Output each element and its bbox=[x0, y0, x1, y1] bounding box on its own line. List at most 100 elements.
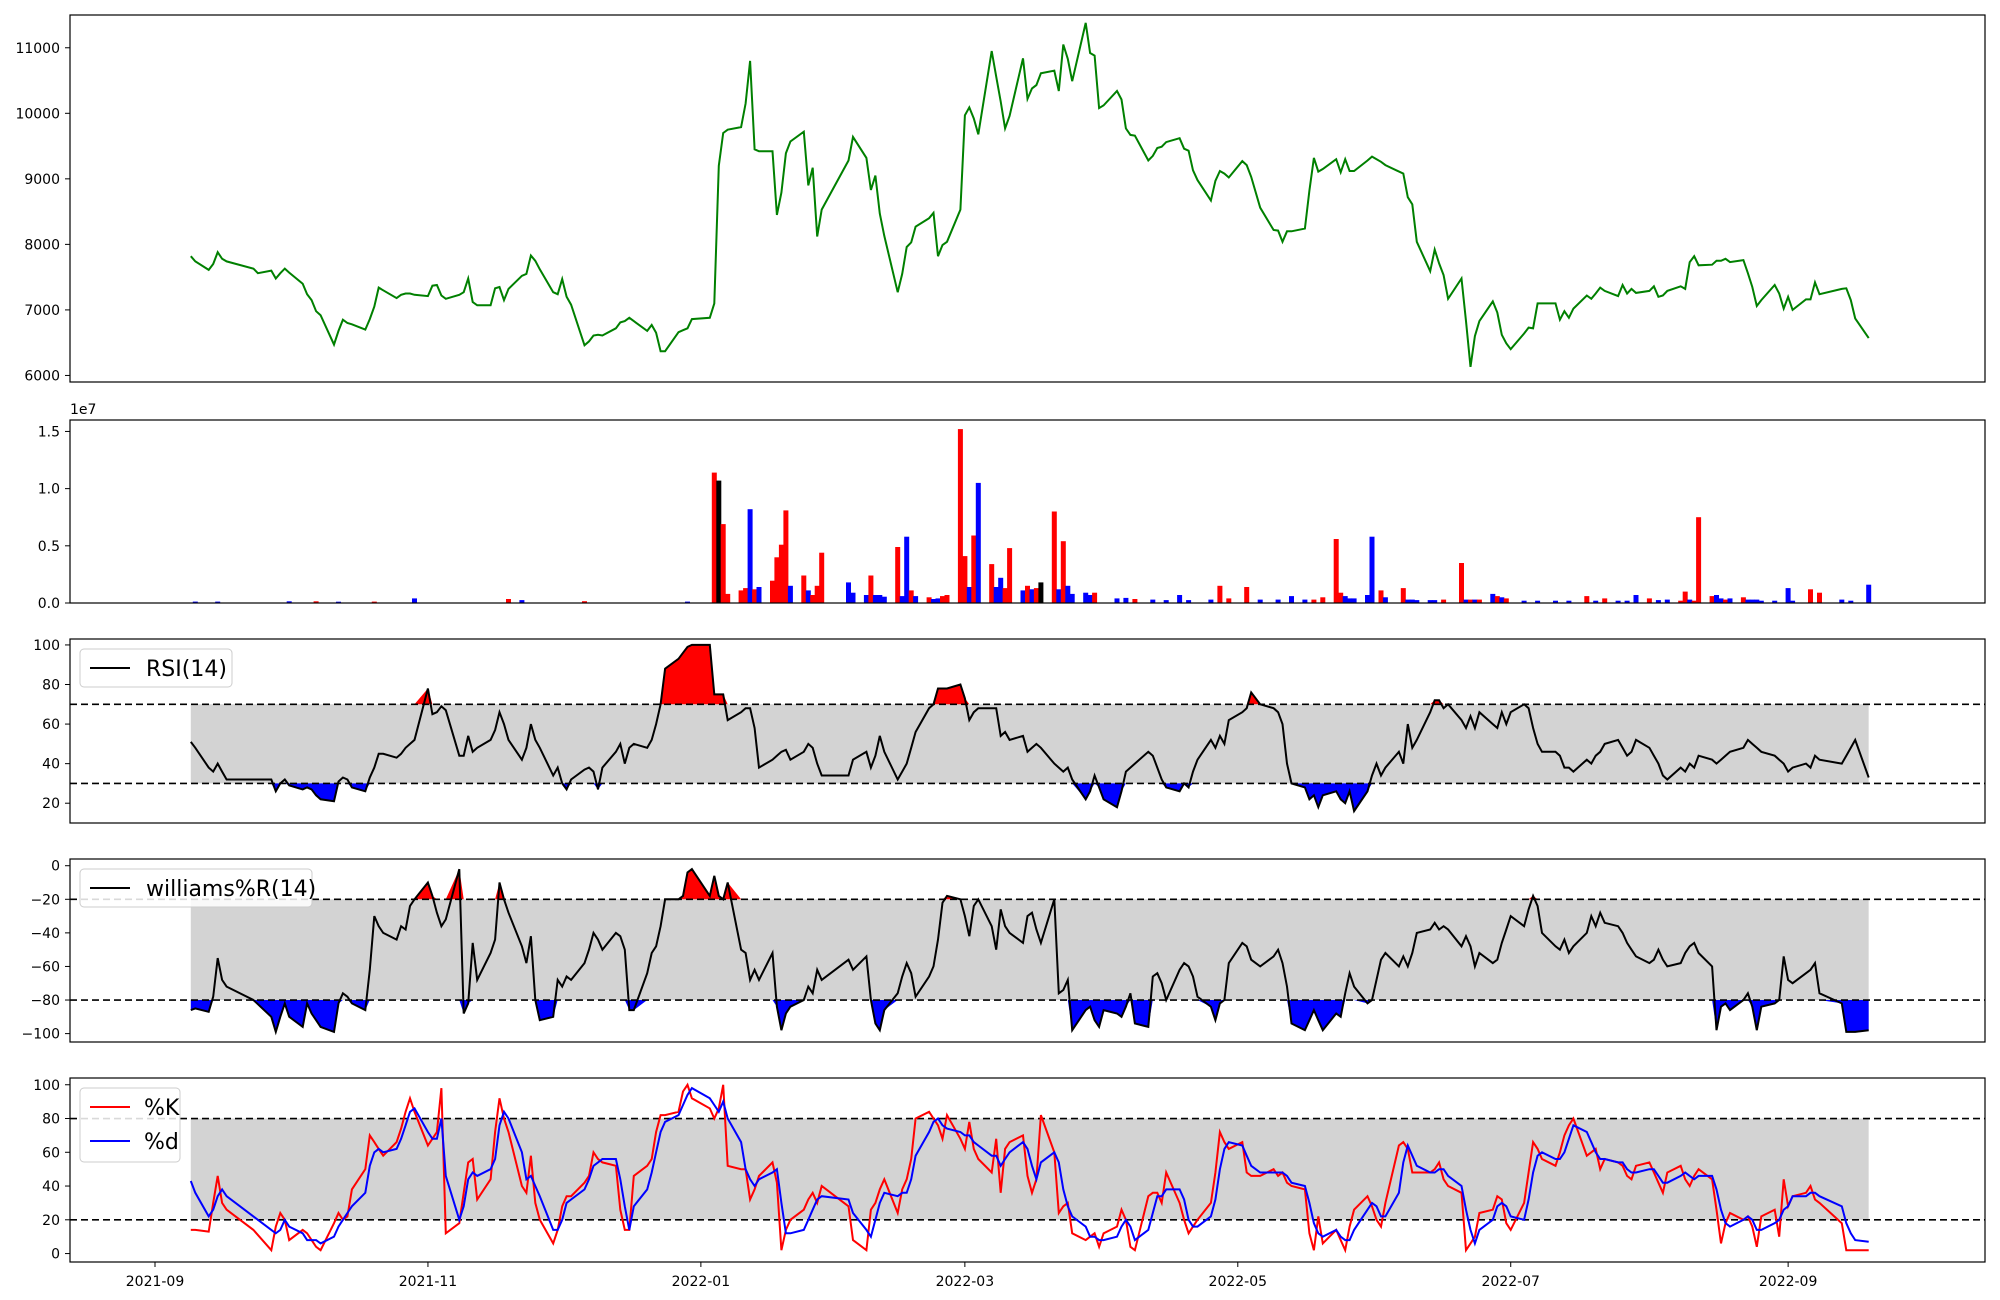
volume-bar bbox=[935, 598, 941, 603]
volume-bar bbox=[1476, 599, 1482, 603]
williams-line bbox=[190, 867, 1869, 1036]
volume-bar bbox=[1740, 597, 1746, 603]
volume-bar bbox=[962, 556, 968, 603]
y-tick-label: 8000 bbox=[24, 237, 60, 253]
volume-bar bbox=[1289, 596, 1294, 603]
volume-bar bbox=[1682, 591, 1688, 603]
legend-box bbox=[79, 868, 313, 908]
volume-bar bbox=[1633, 595, 1639, 603]
volume-bar bbox=[1463, 599, 1469, 603]
y-tick-label: 1.5 bbox=[38, 424, 60, 440]
volume-bar bbox=[1723, 599, 1728, 603]
y-tick-label: −60 bbox=[30, 959, 60, 975]
y-tick-label: −40 bbox=[30, 926, 60, 942]
volume-bar bbox=[877, 595, 883, 603]
volume-bar bbox=[1696, 517, 1702, 603]
y-tick-label: 6000 bbox=[24, 368, 60, 384]
volume-bar bbox=[720, 524, 726, 603]
volume-bar bbox=[1490, 593, 1496, 603]
volume-bar bbox=[1217, 585, 1223, 603]
volume-bar bbox=[192, 601, 198, 603]
volume-bar bbox=[1320, 597, 1326, 603]
y-tick-label: 20 bbox=[42, 796, 60, 812]
volume-bar bbox=[1758, 600, 1764, 603]
volume-bar bbox=[1060, 541, 1066, 603]
volume-bar bbox=[819, 552, 825, 603]
volume-bar bbox=[1691, 600, 1697, 603]
volume-bar bbox=[908, 590, 914, 603]
volume-bar bbox=[774, 557, 780, 604]
volume-bar bbox=[1441, 599, 1447, 603]
volume-bar bbox=[519, 600, 525, 603]
volume-bar bbox=[1083, 592, 1089, 603]
volume-bar bbox=[1056, 589, 1062, 603]
volume-bar bbox=[895, 547, 901, 603]
percent-d-line bbox=[189, 1086, 1869, 1247]
volume-bar bbox=[926, 597, 932, 603]
volume-bar bbox=[989, 564, 995, 603]
volume-bar bbox=[1092, 592, 1098, 603]
volume-bar bbox=[801, 575, 807, 603]
volume-bar bbox=[711, 472, 717, 603]
volume-bar bbox=[1038, 582, 1044, 603]
volume-bar bbox=[1718, 598, 1724, 603]
volume-bar bbox=[1226, 598, 1232, 603]
volume-bar bbox=[868, 575, 874, 603]
volume-bar bbox=[863, 595, 869, 603]
oversold-fill bbox=[190, 783, 1869, 812]
x-tick-label: 2021-09 bbox=[126, 1274, 185, 1290]
volume-bar bbox=[1494, 596, 1500, 603]
volume-bar bbox=[1790, 600, 1796, 603]
axes-frame bbox=[69, 858, 1986, 1043]
volume-bar bbox=[1186, 600, 1192, 603]
volume-bar bbox=[1347, 598, 1353, 603]
volume-bar bbox=[1007, 548, 1013, 603]
volume-bar bbox=[1163, 600, 1169, 603]
volume-bar bbox=[1338, 592, 1344, 603]
volume-bar bbox=[371, 601, 377, 603]
volume-bar bbox=[1714, 595, 1719, 603]
volume-bar bbox=[412, 598, 417, 603]
volume-bar bbox=[1409, 599, 1415, 603]
volume-bar bbox=[1342, 596, 1348, 603]
volume-bar bbox=[810, 595, 816, 603]
volume-bar bbox=[971, 535, 977, 603]
volume-bar bbox=[1866, 584, 1872, 603]
volume-bar bbox=[899, 596, 905, 603]
volume-bar bbox=[1848, 600, 1854, 603]
volume-bar bbox=[1020, 590, 1026, 603]
volume-bar bbox=[1087, 595, 1093, 603]
volume-bar bbox=[1405, 599, 1411, 603]
volume-bar bbox=[756, 587, 762, 603]
legend-box bbox=[79, 648, 233, 688]
volume-bar bbox=[814, 585, 820, 603]
volume-bar bbox=[1646, 598, 1652, 603]
neutral-band bbox=[190, 704, 1869, 784]
x-tick-label: 2021-11 bbox=[399, 1274, 458, 1290]
volume-bar bbox=[1839, 599, 1845, 603]
y-tick-label: 0.0 bbox=[38, 596, 60, 612]
legend-label: RSI(14) bbox=[146, 657, 227, 682]
volume-bar bbox=[770, 580, 775, 603]
volume-bar bbox=[1624, 600, 1630, 603]
legend: %K %d bbox=[79, 1087, 181, 1163]
volume-bar bbox=[998, 577, 1004, 603]
volume-bar bbox=[1459, 563, 1464, 603]
y-tick-label: 9000 bbox=[24, 172, 60, 188]
volume-bar bbox=[1584, 596, 1590, 603]
volume-bar bbox=[913, 596, 919, 603]
volume-bar bbox=[846, 582, 851, 603]
volume-bar bbox=[738, 590, 744, 603]
volume-bar bbox=[944, 595, 950, 603]
volume-bar bbox=[993, 587, 999, 603]
volume-bar bbox=[778, 544, 784, 603]
volume-bar bbox=[1427, 600, 1433, 603]
volume-bar bbox=[1351, 598, 1357, 603]
volume-bar bbox=[1123, 597, 1129, 603]
volume-bar bbox=[1132, 599, 1138, 603]
volume-bar bbox=[725, 593, 731, 603]
volume-bar bbox=[582, 601, 587, 603]
volume-bar bbox=[743, 588, 749, 603]
volume-bar bbox=[1275, 599, 1281, 603]
